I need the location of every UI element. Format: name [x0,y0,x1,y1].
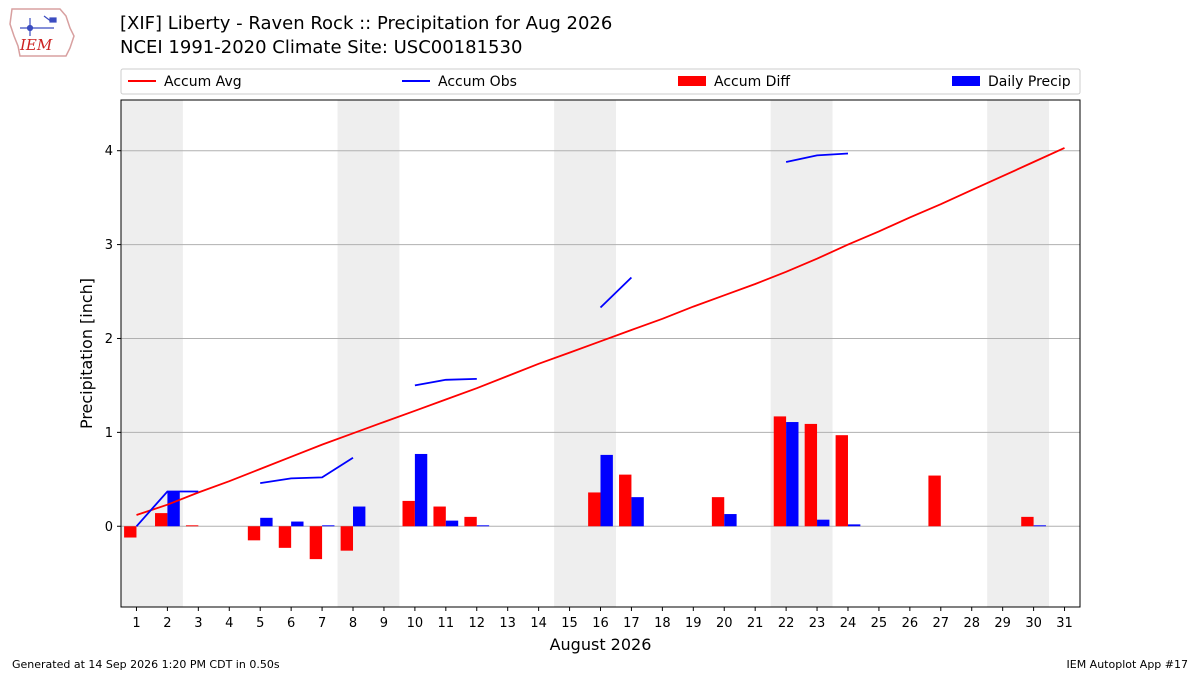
x-tick-label: 2 [163,616,171,631]
x-tick-label: 22 [778,616,795,631]
accum-diff-bar [402,500,415,527]
daily-precip-bar [414,453,428,527]
accum-diff-bar [124,526,137,538]
x-tick-label: 16 [592,616,609,631]
x-tick-label: 29 [994,616,1011,631]
x-tick-label: 1 [132,616,140,631]
x-tick-label: 30 [1025,616,1042,631]
x-tick-label: 27 [933,616,950,631]
chart-subtitle: NCEI 1991-2020 Climate Site: USC00181530 [120,37,523,58]
x-axis-label: August 2026 [550,635,652,654]
daily-precip-bar [167,491,180,527]
accum-diff-bar [588,492,601,527]
x-tick-label: 20 [716,616,733,631]
x-tick-label: 8 [349,616,357,631]
legend-label: Accum Obs [438,74,517,90]
daily-precip-bar [1033,525,1046,527]
accum-avg-line [136,147,1065,516]
weekend-band [337,100,400,607]
legend-frame [120,68,1081,95]
weekend-band [554,100,616,607]
x-tick-label: 21 [747,616,764,631]
accum-diff-bar [278,526,292,548]
accum-obs-line [785,152,849,163]
chart-title: [XIF] Liberty - Raven Rock :: Precipitat… [120,13,613,34]
daily-precip-bar [847,524,861,527]
x-tick-label: 7 [318,616,326,631]
accum-diff-bar [711,497,725,527]
accum-diff-bar [309,526,323,560]
y-tick-label: 1 [105,426,113,441]
x-tick-label: 17 [623,616,640,631]
daily-precip-bar [631,497,644,527]
accum-diff-bar [155,513,168,527]
x-tick-label: 9 [380,616,388,631]
accum-obs-line [260,456,354,484]
x-tick-label: 14 [530,616,547,631]
accum-obs-line [135,490,199,527]
accum-diff-bar [340,526,354,551]
weekend-band [987,100,1050,607]
accum-diff-bar [773,416,787,527]
y-tick-label: 2 [105,332,113,347]
generated-note: Generated at 14 Sep 2026 1:20 PM CDT in … [12,658,280,671]
legend: Accum Avg Accum Obs Accum Diff Daily Precip [120,68,1081,95]
x-tick-label: 25 [871,616,888,631]
daily-precip-bar [260,517,273,527]
svg-text:IEM: IEM [19,36,53,54]
x-tick-label: 23 [809,616,826,631]
daily-precip-bar [600,454,613,527]
y-tick-label: 4 [105,144,113,159]
accum-diff-bar [433,506,446,527]
x-tick-label: 28 [963,616,980,631]
x-tick-label: 13 [499,616,516,631]
daily-precip-bar [476,525,490,527]
accum-diff-bar [619,474,632,527]
accum-diff-bar [835,435,848,527]
x-tick-label: 6 [287,616,295,631]
x-tick-label: 5 [256,616,264,631]
x-tick-label: 4 [225,616,233,631]
x-tick-label: 19 [685,616,702,631]
daily-precip-bar [786,422,799,527]
x-tick-label: 15 [561,616,578,631]
accum-diff-bar [928,475,941,527]
x-tick-label: 12 [468,616,485,631]
app-label: IEM Autoplot App #17 [1066,658,1189,671]
x-tick-label: 10 [407,616,424,631]
legend-label: Accum Diff [714,74,790,90]
daily-precip-bar [445,520,459,527]
accum-obs-line [599,276,633,309]
legend-swatch [952,76,980,86]
weekend-band [770,100,833,607]
legend-label: Accum Avg [164,74,242,90]
daily-precip-bar [724,514,737,527]
accum-diff-bar [464,516,477,527]
x-tick-label: 31 [1056,616,1073,631]
accum-diff-bar [1021,516,1034,527]
y-tick-label: 0 [105,520,113,535]
accum-diff-bar [247,526,261,541]
daily-precip-bar [817,519,830,527]
legend-label: Daily Precip [988,74,1071,90]
legend-swatch [678,76,706,86]
accum-diff-bar [804,423,818,527]
x-tick-label: 3 [194,616,202,631]
accum-diff-bar [185,525,199,527]
x-tick-label: 18 [654,616,671,631]
iem-logo: IEM [9,8,75,57]
daily-precip-bar [322,525,335,527]
accum-obs-line [414,378,477,387]
x-tick-label: 26 [902,616,919,631]
x-tick-label: 24 [840,616,857,631]
y-axis-label: Precipitation [inch] [77,278,96,429]
daily-precip-bar [291,521,304,527]
daily-precip-bar [353,506,366,527]
y-tick-label: 3 [105,238,113,253]
x-tick-label: 11 [438,616,455,631]
